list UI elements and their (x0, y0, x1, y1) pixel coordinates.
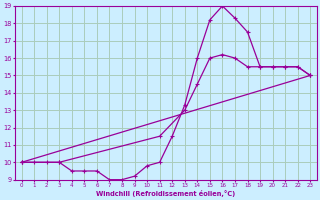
X-axis label: Windchill (Refroidissement éolien,°C): Windchill (Refroidissement éolien,°C) (96, 190, 236, 197)
